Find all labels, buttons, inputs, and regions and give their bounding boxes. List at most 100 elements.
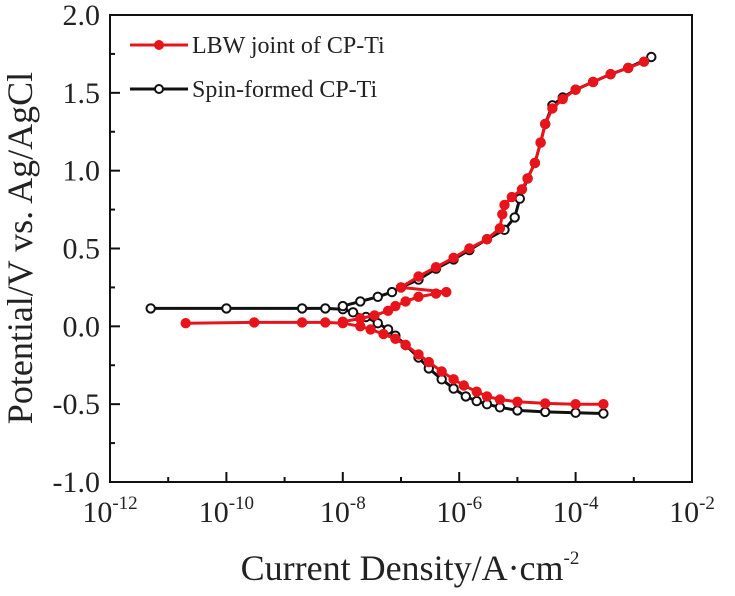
- data-point: [481, 391, 493, 402]
- x-tick-label: 10-12: [82, 493, 137, 529]
- data-point: [400, 339, 411, 351]
- data-point: [423, 356, 434, 368]
- data-point: [646, 51, 657, 63]
- data-point: [337, 300, 348, 312]
- data-point: [522, 173, 533, 184]
- data-point: [460, 391, 471, 402]
- data-point: [512, 405, 523, 416]
- data-point: [382, 305, 394, 316]
- data-point: [249, 317, 260, 328]
- data-point: [320, 303, 331, 314]
- data-point: [494, 394, 506, 405]
- data-point: [296, 317, 308, 328]
- data-point: [494, 223, 506, 234]
- data-point: [516, 184, 528, 195]
- data-point: [598, 408, 609, 419]
- data-point: [365, 324, 376, 335]
- x-tick-label: 10-4: [553, 493, 599, 529]
- x-tick-exponent: -10: [229, 493, 254, 514]
- data-point: [529, 157, 541, 169]
- data-point: [390, 300, 401, 312]
- data-point: [638, 56, 650, 67]
- data-point: [386, 286, 398, 298]
- y-tick-label: 1.5: [63, 77, 101, 110]
- data-point: [623, 62, 634, 74]
- data-point: [509, 212, 520, 223]
- data-point: [587, 76, 599, 88]
- data-point: [413, 349, 424, 360]
- x-tick-base: 10: [199, 496, 229, 529]
- legend-marker-spin: [154, 84, 164, 94]
- data-point: [430, 262, 442, 273]
- series-spin: [145, 51, 657, 419]
- x-tick-exponent: -6: [466, 493, 482, 514]
- data-point: [296, 303, 308, 314]
- data-point: [337, 316, 348, 327]
- data-point: [598, 399, 609, 410]
- data-point: [372, 291, 383, 302]
- data-point: [506, 191, 517, 203]
- data-point: [436, 366, 447, 377]
- x-tick-base: 10: [320, 496, 350, 529]
- x-tick-exponent: -4: [583, 493, 599, 514]
- x-tick-base: 10: [669, 496, 699, 529]
- series-line-cathodic: [185, 320, 604, 406]
- x-tick-base: 10: [436, 496, 466, 529]
- y-tick-label: -1.0: [53, 466, 101, 499]
- data-point: [497, 209, 508, 220]
- data-point: [413, 271, 424, 282]
- data-point: [570, 399, 581, 410]
- series-line-anodic: [342, 55, 652, 308]
- data-point: [458, 380, 469, 391]
- data-point: [512, 396, 523, 407]
- y-tick-label: 2.0: [63, 0, 101, 32]
- x-tick-label: 10-8: [320, 493, 366, 529]
- data-point: [369, 310, 380, 321]
- x-tick-label: 10-2: [669, 493, 715, 529]
- data-point: [180, 318, 191, 329]
- y-tick-label: 0.0: [63, 310, 101, 343]
- data-point: [400, 296, 411, 307]
- data-point: [430, 288, 442, 299]
- y-axis: 2.0 1.5 1.0 0.5 0.0 -0.5 -1.0: [53, 0, 120, 499]
- x-axis-label: Current Density/A·cm-2: [241, 548, 580, 588]
- data-point: [448, 252, 459, 263]
- data-point: [355, 313, 366, 324]
- data-point: [570, 407, 581, 418]
- x-tick-label: 10-6: [436, 493, 482, 529]
- data-point: [441, 286, 452, 298]
- data-point: [535, 137, 546, 148]
- data-point: [355, 296, 366, 307]
- data-point: [448, 383, 459, 394]
- data-point: [413, 291, 424, 302]
- data-point: [471, 395, 482, 407]
- data-point: [514, 193, 525, 204]
- data-point: [390, 333, 401, 344]
- x-tick-exponent: -12: [112, 493, 137, 514]
- legend-label-lbw: LBW joint of CP-Ti: [192, 33, 385, 59]
- y-tick-label: 0.5: [63, 233, 101, 266]
- data-point: [605, 69, 616, 80]
- x-axis-label-text: Current Density/A·cm: [241, 548, 564, 588]
- data-point: [471, 386, 482, 397]
- data-point: [320, 317, 331, 328]
- legend-label-spin: Spin-formed CP-Ti: [192, 77, 377, 103]
- data-point: [540, 398, 551, 409]
- y-tick-label: -0.5: [53, 388, 101, 421]
- data-point: [464, 243, 475, 254]
- x-tick-label: 10-10: [199, 493, 254, 529]
- data-point: [347, 307, 359, 318]
- data-point: [481, 234, 493, 245]
- data-point: [395, 282, 407, 293]
- legend: LBW joint of CP-Ti Spin-formed CP-Ti: [130, 33, 385, 103]
- data-point: [540, 406, 551, 418]
- data-point: [499, 199, 510, 211]
- y-axis-label: Potential/V vs. Ag/AgCl: [0, 72, 40, 424]
- data-point: [557, 93, 568, 105]
- data-point: [448, 374, 459, 385]
- data-point: [540, 118, 551, 130]
- x-axis-label-exponent: -2: [564, 548, 580, 569]
- data-point: [547, 103, 558, 114]
- x-tick-base: 10: [82, 496, 112, 529]
